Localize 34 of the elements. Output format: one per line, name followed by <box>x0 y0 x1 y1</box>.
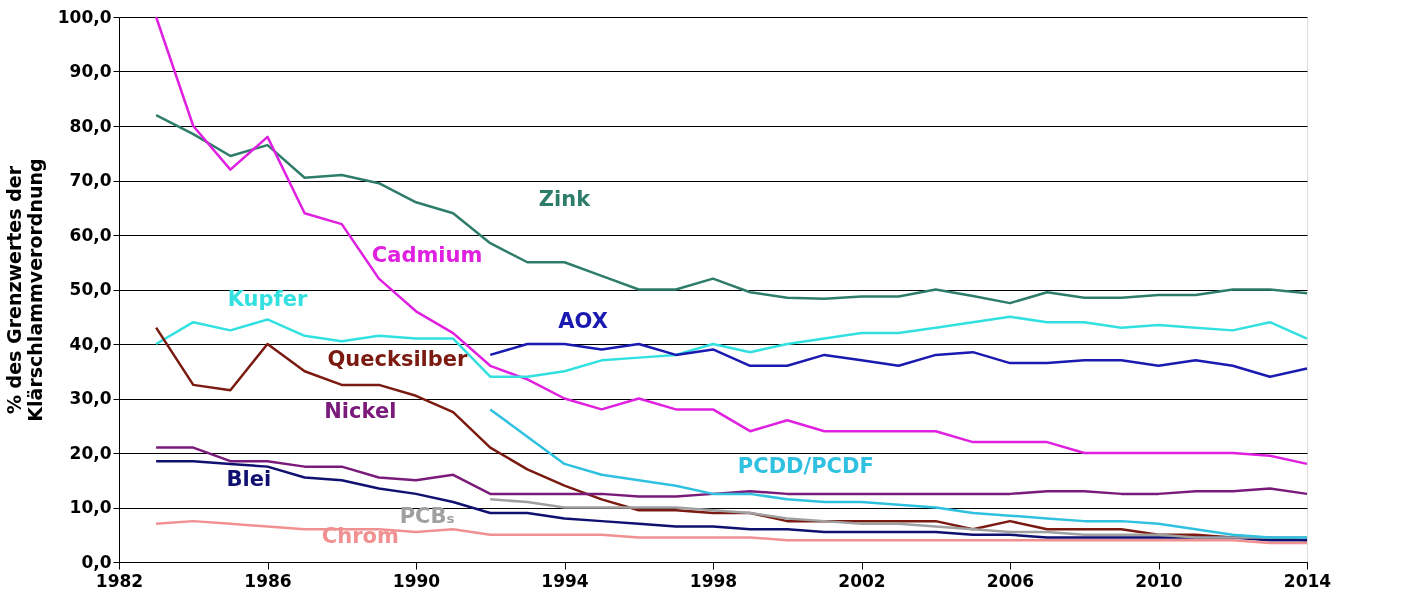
line-series <box>154 446 1309 498</box>
y-tick-label: 90,0 <box>69 61 112 81</box>
x-tick-label: 1990 <box>392 570 441 591</box>
y-tick-label: 30,0 <box>69 388 112 408</box>
x-tick-label: 2006 <box>986 570 1035 591</box>
series-label: Kupfer <box>227 287 308 312</box>
y-tick-label: 0,0 <box>81 551 112 572</box>
text: Zink <box>538 186 592 211</box>
text: Nickel <box>324 399 397 424</box>
y-tick-label: 10,0 <box>69 497 112 517</box>
line-series <box>489 408 1309 539</box>
x-tick-label: 2002 <box>838 570 886 591</box>
x-tick-label: 1986 <box>244 570 292 591</box>
x-tick-label: 1994 <box>541 570 589 591</box>
x-tick-label: 1998 <box>689 570 738 591</box>
x-tick-label: 1982 <box>95 570 144 591</box>
y-tick-label: 80,0 <box>69 115 112 136</box>
series-label: PCDD/PCDF <box>737 453 874 478</box>
y-tick-label: 70,0 <box>69 170 112 190</box>
line-series <box>489 342 1309 378</box>
x-tick-label: 2014 <box>1283 570 1332 591</box>
series-label: Cadmium <box>371 242 483 267</box>
y-axis-title: % des Grenzwertes der Klärschlammverordnung <box>2 158 46 422</box>
series-label: PCBₛ <box>399 503 455 528</box>
y-tick-label: 100,0 <box>57 6 112 27</box>
series-label: AOX <box>558 309 608 334</box>
y-tick-label: 40,0 <box>69 333 112 354</box>
line-series <box>154 459 1309 542</box>
x-tick-label: 2010 <box>1135 570 1183 591</box>
series-label: Blei <box>226 467 272 492</box>
y-tick-label: 50,0 <box>69 279 112 299</box>
y-tick-label: 20,0 <box>69 442 112 463</box>
y-tick-label: 60,0 <box>69 224 112 245</box>
series-label: Quecksilber <box>327 347 469 372</box>
